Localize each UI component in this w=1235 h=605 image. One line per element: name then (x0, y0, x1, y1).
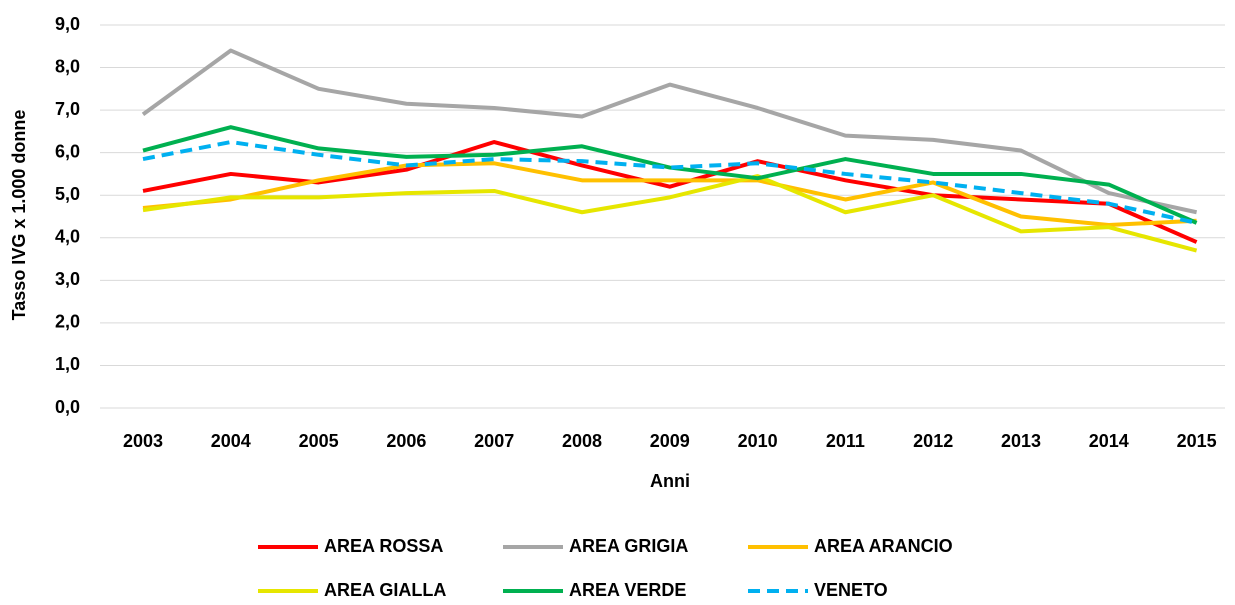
y-tick-label: 3,0 (55, 269, 80, 289)
y-tick-label: 0,0 (55, 397, 80, 417)
x-tick-label: 2008 (562, 431, 602, 451)
y-tick-label: 4,0 (55, 227, 80, 247)
legend-label: AREA ARANCIO (814, 536, 953, 556)
x-tick-label: 2009 (650, 431, 690, 451)
series-line (142, 125, 1198, 225)
legend-label: AREA VERDE (569, 580, 686, 600)
y-tick-label: 7,0 (55, 99, 80, 119)
y-tick-label: 6,0 (55, 141, 80, 161)
series-line (142, 174, 1198, 253)
x-tick-label: 2011 (826, 431, 865, 451)
series-line (142, 161, 1197, 228)
y-tick-label: 5,0 (55, 184, 80, 204)
x-tick-label: 2006 (386, 431, 426, 451)
series-line (142, 140, 1198, 225)
x-tick-label: 2012 (913, 431, 953, 451)
x-axis-label: Anni (650, 471, 690, 491)
x-tick-label: 2013 (1001, 431, 1041, 451)
y-tick-label: 8,0 (55, 56, 80, 76)
legend-label: VENETO (814, 580, 888, 600)
legend-label: AREA GRIGIA (569, 536, 688, 556)
y-axis-label: Tasso IVG x 1.000 donne (9, 110, 29, 321)
legend-label: AREA GIALLA (324, 580, 446, 600)
x-tick-label: 2005 (299, 431, 339, 451)
y-tick-label: 9,0 (55, 14, 80, 34)
legend-label: AREA ROSSA (324, 536, 443, 556)
x-tick-label: 2003 (123, 431, 163, 451)
x-tick-label: 2007 (474, 431, 514, 451)
series-line (142, 140, 1198, 244)
y-tick-label: 1,0 (55, 354, 80, 374)
x-tick-label: 2014 (1089, 431, 1129, 451)
x-tick-label: 2015 (1177, 431, 1217, 451)
x-tick-label: 2010 (738, 431, 778, 451)
y-tick-label: 2,0 (55, 312, 80, 332)
x-tick-label: 2004 (211, 431, 251, 451)
series-line (141, 48, 1198, 215)
